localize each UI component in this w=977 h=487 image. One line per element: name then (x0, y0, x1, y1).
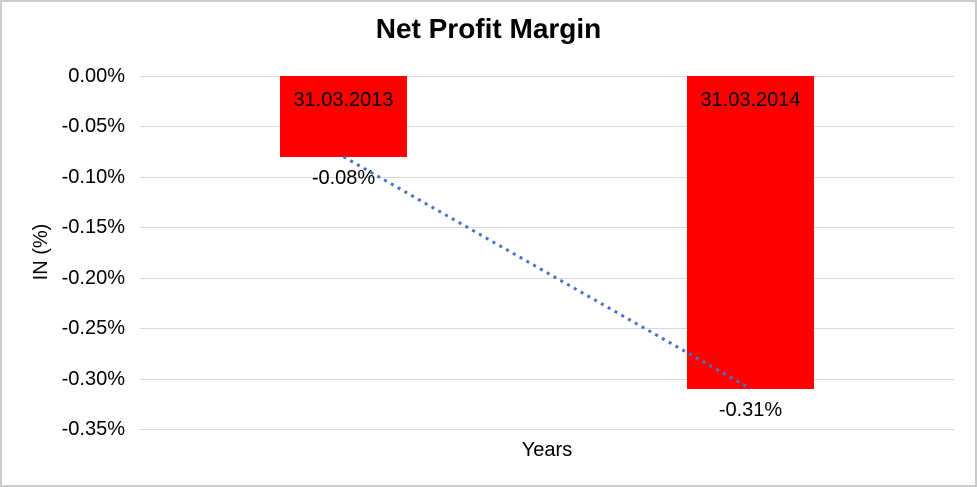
chart-title: Net Profit Margin (375, 13, 602, 44)
y-axis-tick-label: -0.35% (61, 418, 125, 440)
gridline (140, 126, 954, 128)
y-axis-tick-label: -0.10% (61, 165, 125, 188)
bar-category-label: 31.03.2014 (700, 89, 801, 111)
bar-value-label: -0.08% (311, 166, 376, 189)
bar-value-label: -0.31% (718, 398, 783, 421)
gridline (140, 429, 954, 430)
y-axis-tick-label: -0.15% (61, 216, 125, 239)
y-axis-tick-label: -0.25% (61, 317, 125, 340)
gridline (140, 227, 954, 229)
chart-bar (687, 76, 814, 389)
gridline (140, 378, 954, 380)
bar-category-label: 31.03.2013 (293, 89, 394, 111)
gridline (140, 277, 954, 279)
x-axis-title: Years (521, 439, 573, 461)
gridline (140, 328, 954, 330)
y-axis-tick-label: -0.05% (61, 115, 125, 138)
y-axis-tick-label: -0.20% (61, 266, 125, 289)
y-axis-tick-label: 0.00% (68, 65, 125, 87)
y-axis-tick-label: -0.30% (61, 367, 125, 390)
chart-bar (280, 76, 407, 157)
gridline (140, 76, 954, 77)
